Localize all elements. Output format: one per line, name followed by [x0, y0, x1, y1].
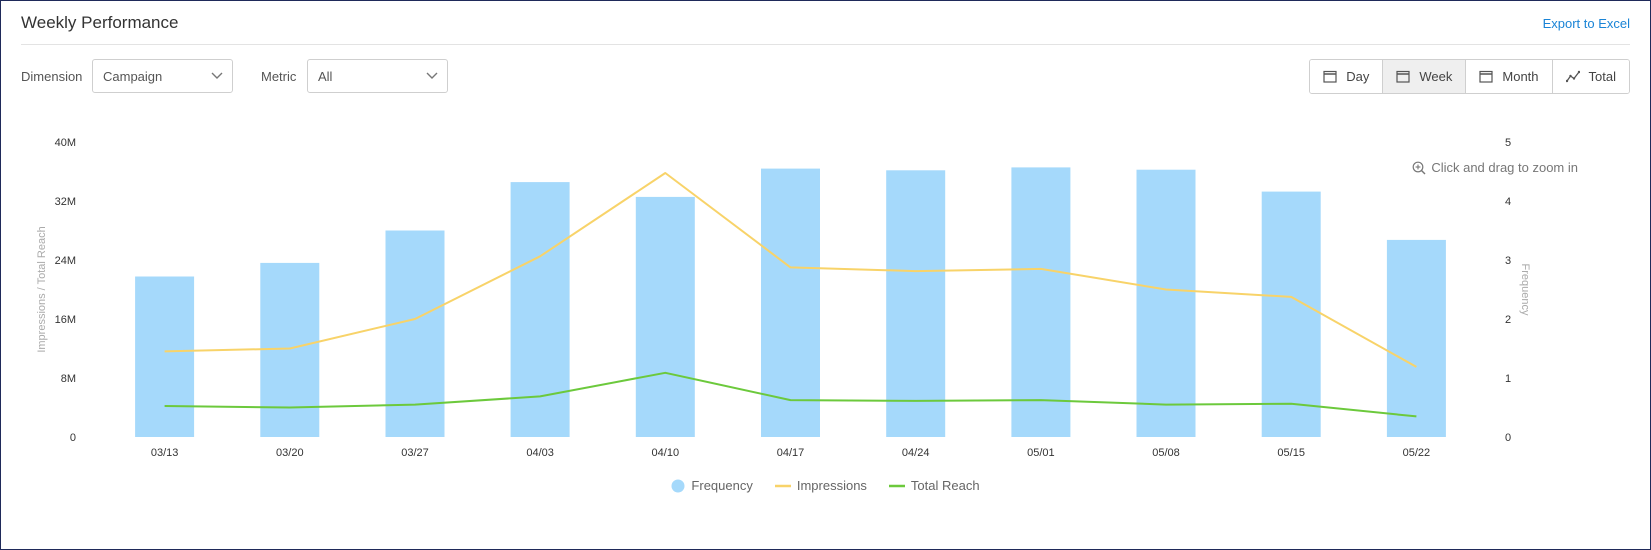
legend-label-total-reach: Total Reach	[910, 478, 980, 493]
frequency-bar[interactable]	[1011, 167, 1071, 437]
legend-item-total-reach[interactable]: Total Reach	[888, 478, 980, 493]
total-button[interactable]: Total	[1552, 60, 1629, 93]
metric-label: Metric	[261, 69, 297, 84]
calendar-icon	[1479, 70, 1493, 83]
month-button[interactable]: Month	[1466, 60, 1553, 93]
x-tick-label: 04/24	[902, 447, 930, 459]
x-tick-label: 05/22	[1403, 447, 1431, 459]
zoom-in-icon	[1412, 161, 1426, 174]
dimension-select-value: Campaign	[103, 69, 163, 84]
y-left-tick-label: 16M	[55, 314, 76, 326]
chart-axes: 03/13 03/20 03/27 04/03 04/10 04/17 04/24 05/01…	[36, 137, 1531, 459]
y-left-tick-label: 32M	[55, 196, 76, 208]
day-button-label: Day	[1346, 69, 1370, 84]
impressions-line[interactable]	[164, 172, 1417, 368]
zoom-hint: Click and drag to zoom in	[1412, 160, 1578, 175]
y-left-tick-label: 0	[70, 432, 76, 444]
x-tick-label: 04/17	[777, 447, 805, 459]
week-button-label: Week	[1419, 69, 1453, 84]
week-button[interactable]: Week	[1383, 60, 1467, 93]
frequency-bar[interactable]	[1386, 239, 1446, 437]
legend-item-frequency[interactable]: Frequency	[671, 478, 753, 493]
day-button[interactable]: Day	[1310, 60, 1384, 93]
export-to-excel-link[interactable]: Export to Excel	[1542, 16, 1630, 31]
x-tick-label: 05/08	[1152, 447, 1180, 459]
legend-label-impressions: Impressions	[796, 478, 867, 493]
total-reach-line[interactable]	[164, 371, 1417, 418]
legend-label-frequency: Frequency	[691, 478, 753, 493]
y-right-tick-label: 0	[1505, 432, 1511, 444]
frequency-bar[interactable]	[510, 182, 570, 437]
y-left-tick-label: 8M	[61, 373, 76, 385]
frequency-bars	[135, 167, 1446, 438]
y-right-axis-title: Frequency	[1519, 264, 1531, 316]
metric-select[interactable]: All	[307, 59, 448, 93]
x-tick-label: 04/03	[526, 447, 554, 459]
legend-item-impressions[interactable]: Impressions	[774, 478, 867, 493]
y-left-tick-label: 24M	[55, 255, 76, 267]
dimension-select[interactable]: Campaign	[92, 59, 233, 93]
x-tick-label: 03/20	[276, 447, 304, 459]
dimension-label: Dimension	[21, 69, 83, 84]
period-toggle-group: Day Week Month Total	[1309, 59, 1630, 94]
legend-marker-frequency	[671, 479, 685, 492]
x-tick-label: 05/15	[1277, 447, 1305, 459]
chart-legend: Frequency Impressions Total Reach	[0, 478, 1651, 493]
metric-lines	[164, 172, 1417, 418]
x-tick-label: 03/27	[401, 447, 429, 459]
header-divider	[21, 44, 1630, 45]
chevron-down-icon	[426, 72, 438, 79]
month-button-label: Month	[1502, 69, 1539, 84]
page-title: Weekly Performance	[21, 13, 179, 32]
legend-marker-total-reach	[888, 484, 905, 487]
y-right-tick-label: 2	[1505, 314, 1511, 326]
frequency-bar[interactable]	[135, 276, 195, 438]
x-tick-label: 05/01	[1027, 447, 1055, 459]
trend-line-icon	[1565, 70, 1580, 83]
y-right-tick-label: 5	[1505, 137, 1511, 149]
y-right-tick-label: 3	[1505, 255, 1511, 267]
zoom-hint-text: Click and drag to zoom in	[1431, 160, 1578, 175]
calendar-icon	[1323, 70, 1337, 83]
x-tick-label: 04/10	[652, 447, 680, 459]
total-button-label: Total	[1588, 69, 1616, 84]
frequency-bar[interactable]	[635, 196, 695, 437]
y-right-tick-label: 1	[1505, 373, 1511, 385]
frequency-bar[interactable]	[886, 170, 946, 438]
frequency-bar[interactable]	[1261, 191, 1321, 437]
y-left-tick-label: 40M	[55, 137, 76, 149]
y-left-axis-title: Impressions / Total Reach	[36, 226, 48, 352]
y-right-tick-label: 4	[1505, 196, 1511, 208]
chevron-down-icon	[211, 72, 223, 79]
calendar-icon	[1396, 70, 1410, 83]
metric-select-value: All	[318, 69, 333, 84]
frequency-bar[interactable]	[761, 168, 820, 437]
x-tick-label: 03/13	[151, 447, 179, 459]
legend-marker-impressions	[774, 484, 791, 487]
frequency-bar[interactable]	[1136, 169, 1196, 437]
